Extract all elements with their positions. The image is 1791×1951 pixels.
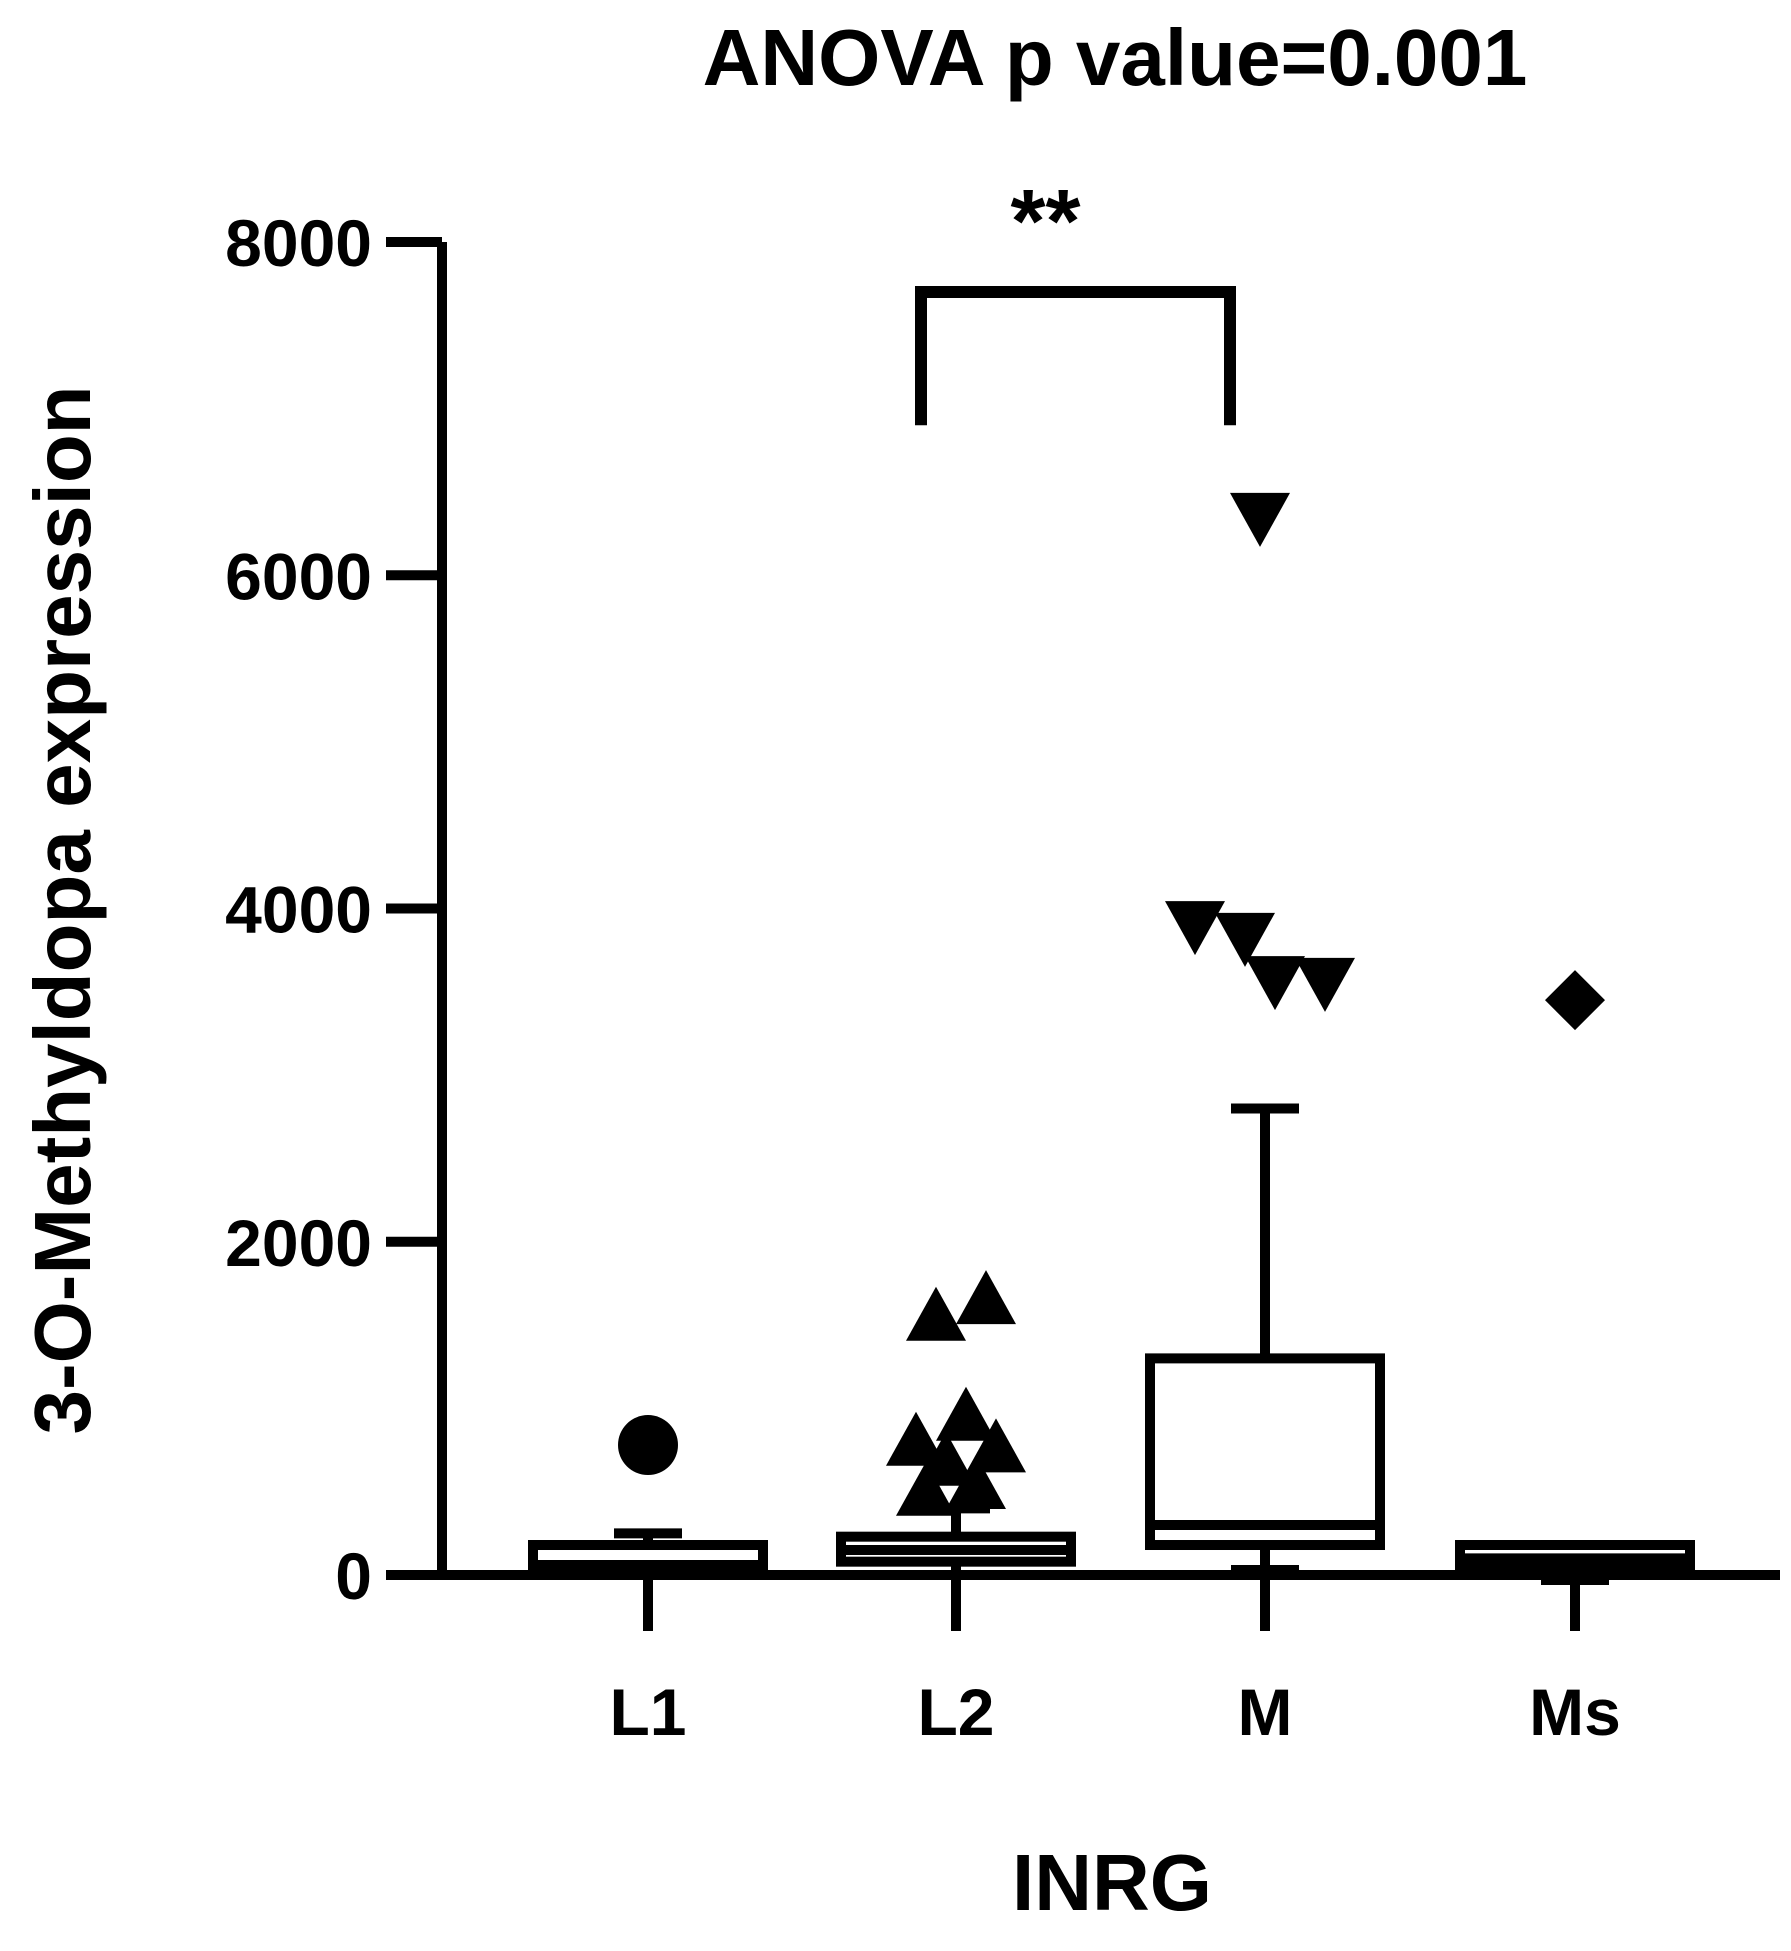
point-triangle-up xyxy=(886,1411,946,1466)
significance-label: ** xyxy=(1010,172,1080,272)
point-triangle-up xyxy=(906,1286,966,1341)
y-tick-label: 4000 xyxy=(225,873,372,947)
y-ticks: 0 2000 4000 6000 8000 xyxy=(225,206,442,1613)
x-tick-label: Ms xyxy=(1529,1675,1621,1749)
significance-annotations: ** xyxy=(915,172,1236,426)
point-triangle-down xyxy=(1295,957,1355,1012)
y-tick-label: 0 xyxy=(335,1539,372,1613)
point-circle xyxy=(618,1415,678,1476)
x-axis-title: INRG xyxy=(1012,1838,1212,1927)
point-triangle-down xyxy=(1215,912,1275,967)
point-triangle-down xyxy=(1230,492,1290,547)
point-triangle-up xyxy=(956,1270,1016,1325)
point-triangle-up xyxy=(966,1418,1026,1473)
point-triangle-down xyxy=(1245,956,1305,1011)
point-triangle-up xyxy=(946,1455,1006,1510)
x-tick-label: L2 xyxy=(917,1675,994,1749)
chart-title: ANOVA p value=0.001 xyxy=(703,13,1528,102)
x-ticks: L1 L2 M Ms xyxy=(609,1575,1621,1749)
y-tick-label: 2000 xyxy=(225,1206,372,1280)
point-triangle-down xyxy=(1165,901,1225,956)
y-tick-label: 6000 xyxy=(225,539,372,613)
x-tick-label: M xyxy=(1238,1675,1293,1749)
data-points xyxy=(618,492,1605,1516)
point-triangle-up xyxy=(896,1461,956,1516)
y-axis-title: 3-O-Methyldopa expression xyxy=(18,385,107,1434)
point-diamond xyxy=(1545,970,1605,1031)
box-plots xyxy=(528,1103,1695,1585)
axes xyxy=(386,242,1780,1580)
y-tick-label: 8000 xyxy=(225,206,372,280)
x-tick-label: L1 xyxy=(609,1675,686,1749)
significance-bracket xyxy=(915,285,1236,426)
box xyxy=(1145,1353,1385,1551)
point-triangle-up xyxy=(936,1386,996,1441)
